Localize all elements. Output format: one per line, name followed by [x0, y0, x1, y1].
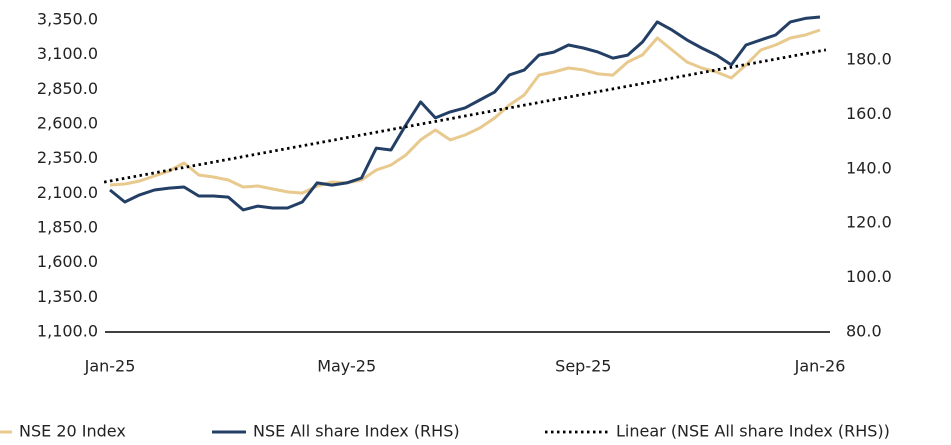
- series-line: [109, 28, 821, 195]
- y-tick-label: 2,600.0: [37, 114, 98, 133]
- y2-tick-label: 160.0: [846, 104, 892, 123]
- legend-label: Linear (NSE All share Index (RHS)): [616, 422, 890, 441]
- legend-label: NSE 20 Index: [19, 422, 126, 441]
- y2-tick-label: 180.0: [846, 49, 892, 68]
- y-tick-label: 1,350.0: [37, 287, 98, 306]
- y-tick-label: 1,600.0: [37, 252, 98, 271]
- y-tick-label: 1,850.0: [37, 218, 98, 237]
- x-tick-label: Sep-25: [555, 357, 611, 376]
- series-line: [109, 15, 821, 212]
- y-tick-label: 2,850.0: [37, 79, 98, 98]
- series-line: [103, 48, 827, 184]
- x-tick-label: May-25: [317, 357, 376, 376]
- y-tick-label: 3,350.0: [37, 10, 98, 29]
- x-tick-label: Jan-26: [794, 357, 846, 376]
- legend-label: NSE All share Index (RHS): [253, 422, 460, 441]
- x-tick-label: Jan-25: [84, 357, 136, 376]
- y2-tick-label: 100.0: [846, 267, 892, 286]
- y-tick-label: 2,350.0: [37, 148, 98, 167]
- y-tick-label: 3,100.0: [37, 44, 98, 63]
- y2-tick-label: 140.0: [846, 158, 892, 177]
- y-tick-label: 1,100.0: [37, 322, 98, 341]
- y2-tick-label: 120.0: [846, 213, 892, 232]
- y2-tick-label: 80.0: [846, 322, 882, 341]
- y-tick-label: 2,100.0: [37, 183, 98, 202]
